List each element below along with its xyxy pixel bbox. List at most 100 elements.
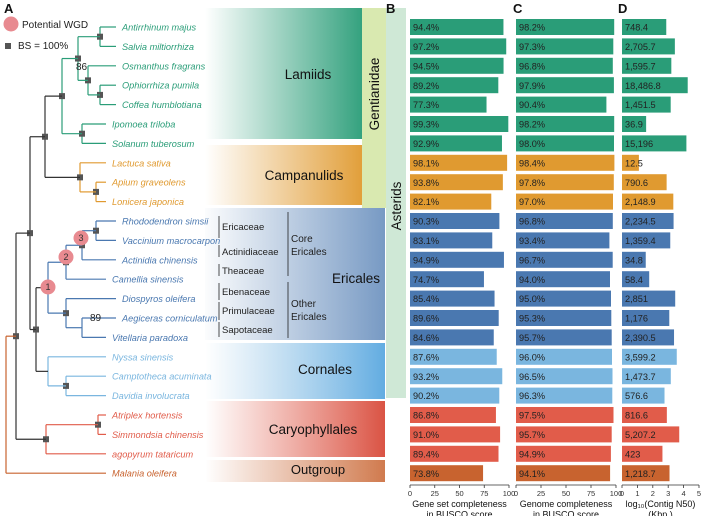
- bar-value-label: 3,599.2: [625, 352, 656, 362]
- panel-letter-b: B: [386, 1, 395, 16]
- species-label: Lactuca sativa: [112, 158, 171, 168]
- bar-value-label: 36.9: [625, 120, 643, 130]
- outgroup-band: [205, 460, 385, 482]
- bar-value-label: 2,851: [625, 294, 648, 304]
- bar: [516, 193, 613, 210]
- panel-letter-a: A: [4, 1, 14, 16]
- bar: [622, 96, 671, 113]
- bar-value-label: 816.6: [625, 411, 648, 421]
- species-label: Diospyros oleifera: [122, 294, 196, 304]
- wgd-marker-2: 2: [58, 249, 74, 265]
- bar: [516, 426, 612, 443]
- bar-value-label: 790.6: [625, 178, 648, 188]
- species-label: Solanum tuberosum: [112, 139, 195, 149]
- bar: [622, 329, 675, 346]
- bar: [410, 19, 504, 35]
- bar-value-label: 95.7%: [519, 333, 545, 343]
- bar: [410, 426, 501, 443]
- species-label: Malania oleifera: [112, 469, 177, 479]
- legend-bs-label: BS = 100%: [18, 41, 68, 52]
- bar-value-label: 1,473.7: [625, 372, 656, 382]
- bar-value-label: 98.2%: [519, 23, 545, 33]
- legend: Potential WGD BS = 100%: [3, 16, 88, 52]
- bar-value-label: 98.0%: [519, 139, 545, 149]
- panel-b-chart: 94.4% 97.2% 94.5% 89.2% 77.3% 99.3% 92.9% 98.1%…: [408, 19, 515, 516]
- bar: [622, 271, 650, 288]
- campanulids-band: [205, 145, 362, 205]
- bar-value-label: 96.0%: [519, 352, 545, 362]
- family-primulaceae: Primulaceae: [222, 306, 275, 317]
- ericales-band: [205, 208, 385, 340]
- bar-value-label: 95.0%: [519, 294, 545, 304]
- bar: [516, 96, 607, 113]
- x-tick-label: 2: [651, 489, 655, 498]
- bar: [410, 213, 500, 229]
- bar-value-label: 94.9%: [413, 255, 439, 265]
- bar: [516, 310, 612, 326]
- x-tick-label: 0: [514, 489, 518, 498]
- bar: [516, 38, 614, 55]
- bar: [516, 445, 611, 462]
- bar-value-label: 94.1%: [519, 469, 545, 479]
- species-label: Nyssa sinensis: [112, 352, 174, 362]
- bootstrap-ericales: 89: [90, 313, 102, 324]
- species-label: Davidia involucrata: [112, 391, 190, 401]
- x-tick-label: 50: [562, 489, 570, 498]
- bar: [410, 135, 502, 152]
- bar: [410, 348, 497, 365]
- bar-value-label: 97.3%: [519, 42, 545, 52]
- lamiids-band: [205, 8, 362, 139]
- x-axis-label: in BUSCO score: [533, 510, 599, 516]
- bar-value-label: 93.2%: [413, 372, 439, 382]
- species-label: Antirrhinum majus: [121, 23, 196, 33]
- bar: [622, 38, 675, 55]
- bar-value-label: 77.3%: [413, 100, 439, 110]
- bar-value-label: 95.7%: [519, 430, 545, 440]
- bar-value-label: 2,148.9: [625, 197, 656, 207]
- bar: [516, 232, 610, 249]
- clade-label-cornales: Cornales: [298, 362, 352, 377]
- bar: [516, 465, 611, 482]
- bar-value-label: 1,595.7: [625, 61, 656, 71]
- species-label: Salvia miltiorrhiza: [122, 42, 194, 52]
- bar-value-label: 94.5%: [413, 61, 439, 71]
- bar: [622, 348, 677, 365]
- core-ericales-line2: Ericales: [291, 247, 327, 258]
- bar: [410, 57, 504, 74]
- bar-value-label: 94.0%: [519, 275, 545, 285]
- bar-value-label: 92.9%: [413, 139, 439, 149]
- bar-value-label: 748.4: [625, 23, 648, 33]
- bar: [516, 387, 613, 404]
- bar-value-label: 15,196: [625, 139, 653, 149]
- bar: [410, 310, 499, 326]
- wgd-legend-icon: [3, 16, 19, 32]
- panel-letter-d: D: [618, 1, 627, 16]
- x-tick-label: 100: [503, 489, 516, 498]
- species-label: Osmanthus fragrans: [122, 61, 206, 71]
- species-label: Lonicera japonica: [112, 197, 184, 207]
- bar-value-label: 97.5%: [519, 411, 545, 421]
- bar-value-label: 74.7%: [413, 275, 439, 285]
- other-ericales-line2: Ericales: [291, 312, 327, 323]
- bar-value-label: 96.8%: [519, 217, 545, 227]
- bar-value-label: 89.6%: [413, 314, 439, 324]
- bar: [410, 290, 495, 307]
- bar-value-label: 96.8%: [519, 61, 545, 71]
- bar: [622, 407, 667, 423]
- clade-label-caryophyllales: Caryophyllales: [269, 422, 358, 437]
- species-labels: Antirrhinum majus Salvia miltiorrhiza Osma…: [111, 23, 220, 479]
- bar-value-label: 97.9%: [519, 81, 545, 91]
- bar: [410, 387, 500, 404]
- bar: [516, 116, 615, 132]
- bar-value-label: 12.5: [625, 158, 643, 168]
- bar-value-label: 87.6%: [413, 352, 439, 362]
- bar: [622, 213, 674, 229]
- species-label: Camellia sinensis: [112, 275, 184, 285]
- bar-value-label: 86.8%: [413, 411, 439, 421]
- clade-label-ericales: Ericales: [332, 271, 380, 286]
- x-tick-label: 0: [408, 489, 412, 498]
- bar-value-label: 96.3%: [519, 391, 545, 401]
- bar-panels: 94.4% 97.2% 94.5% 89.2% 77.3% 99.3% 92.9% 98.1%…: [408, 19, 701, 516]
- x-axis-label: log₁₀(Contig N50): [626, 499, 696, 509]
- x-tick-label: 100: [610, 489, 623, 498]
